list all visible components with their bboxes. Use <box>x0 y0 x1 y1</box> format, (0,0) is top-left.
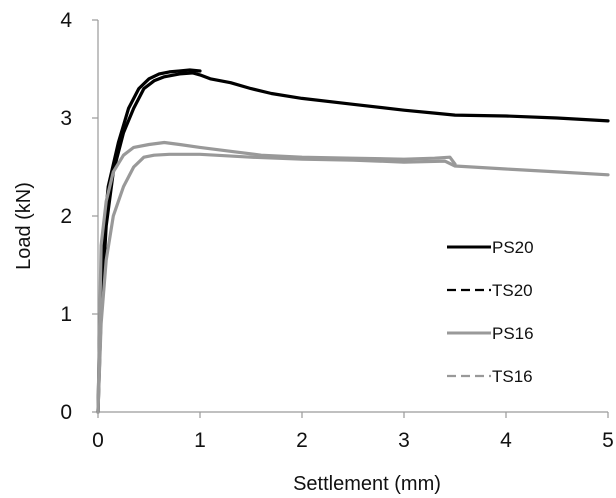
y-axis-title: Load (kN) <box>13 182 35 270</box>
legend-label-ts16: TS16 <box>492 367 533 386</box>
x-tick-label: 0 <box>92 429 104 452</box>
x-axis-title: Settlement (mm) <box>293 473 441 495</box>
y-tick-label: 4 <box>60 9 72 32</box>
x-tick-label: 1 <box>194 429 206 452</box>
axes-layer: 0 1 2 3 4 0 1 2 3 4 5 <box>60 9 614 452</box>
series-line-ps20 <box>96 71 610 414</box>
series-layer <box>96 68 610 414</box>
series-line-ts20 <box>96 68 202 414</box>
series-line-ts16 <box>96 140 457 414</box>
y-tick-label: 0 <box>60 401 72 424</box>
legend-label-ts20: TS20 <box>492 281 533 300</box>
legend: PS20 TS20 PS16 TS16 <box>447 238 534 386</box>
y-tick-label: 2 <box>60 205 72 228</box>
x-tick-label: 5 <box>602 429 614 452</box>
legend-label-ps16: PS16 <box>492 324 534 343</box>
series-line-ps16 <box>96 152 610 414</box>
x-tick-label: 3 <box>398 429 410 452</box>
legend-label-ps20: PS20 <box>492 238 534 257</box>
x-tick-label: 2 <box>296 429 308 452</box>
x-tick-label: 4 <box>500 429 512 452</box>
y-tick-label: 3 <box>60 107 72 130</box>
y-tick-label: 1 <box>60 303 72 326</box>
